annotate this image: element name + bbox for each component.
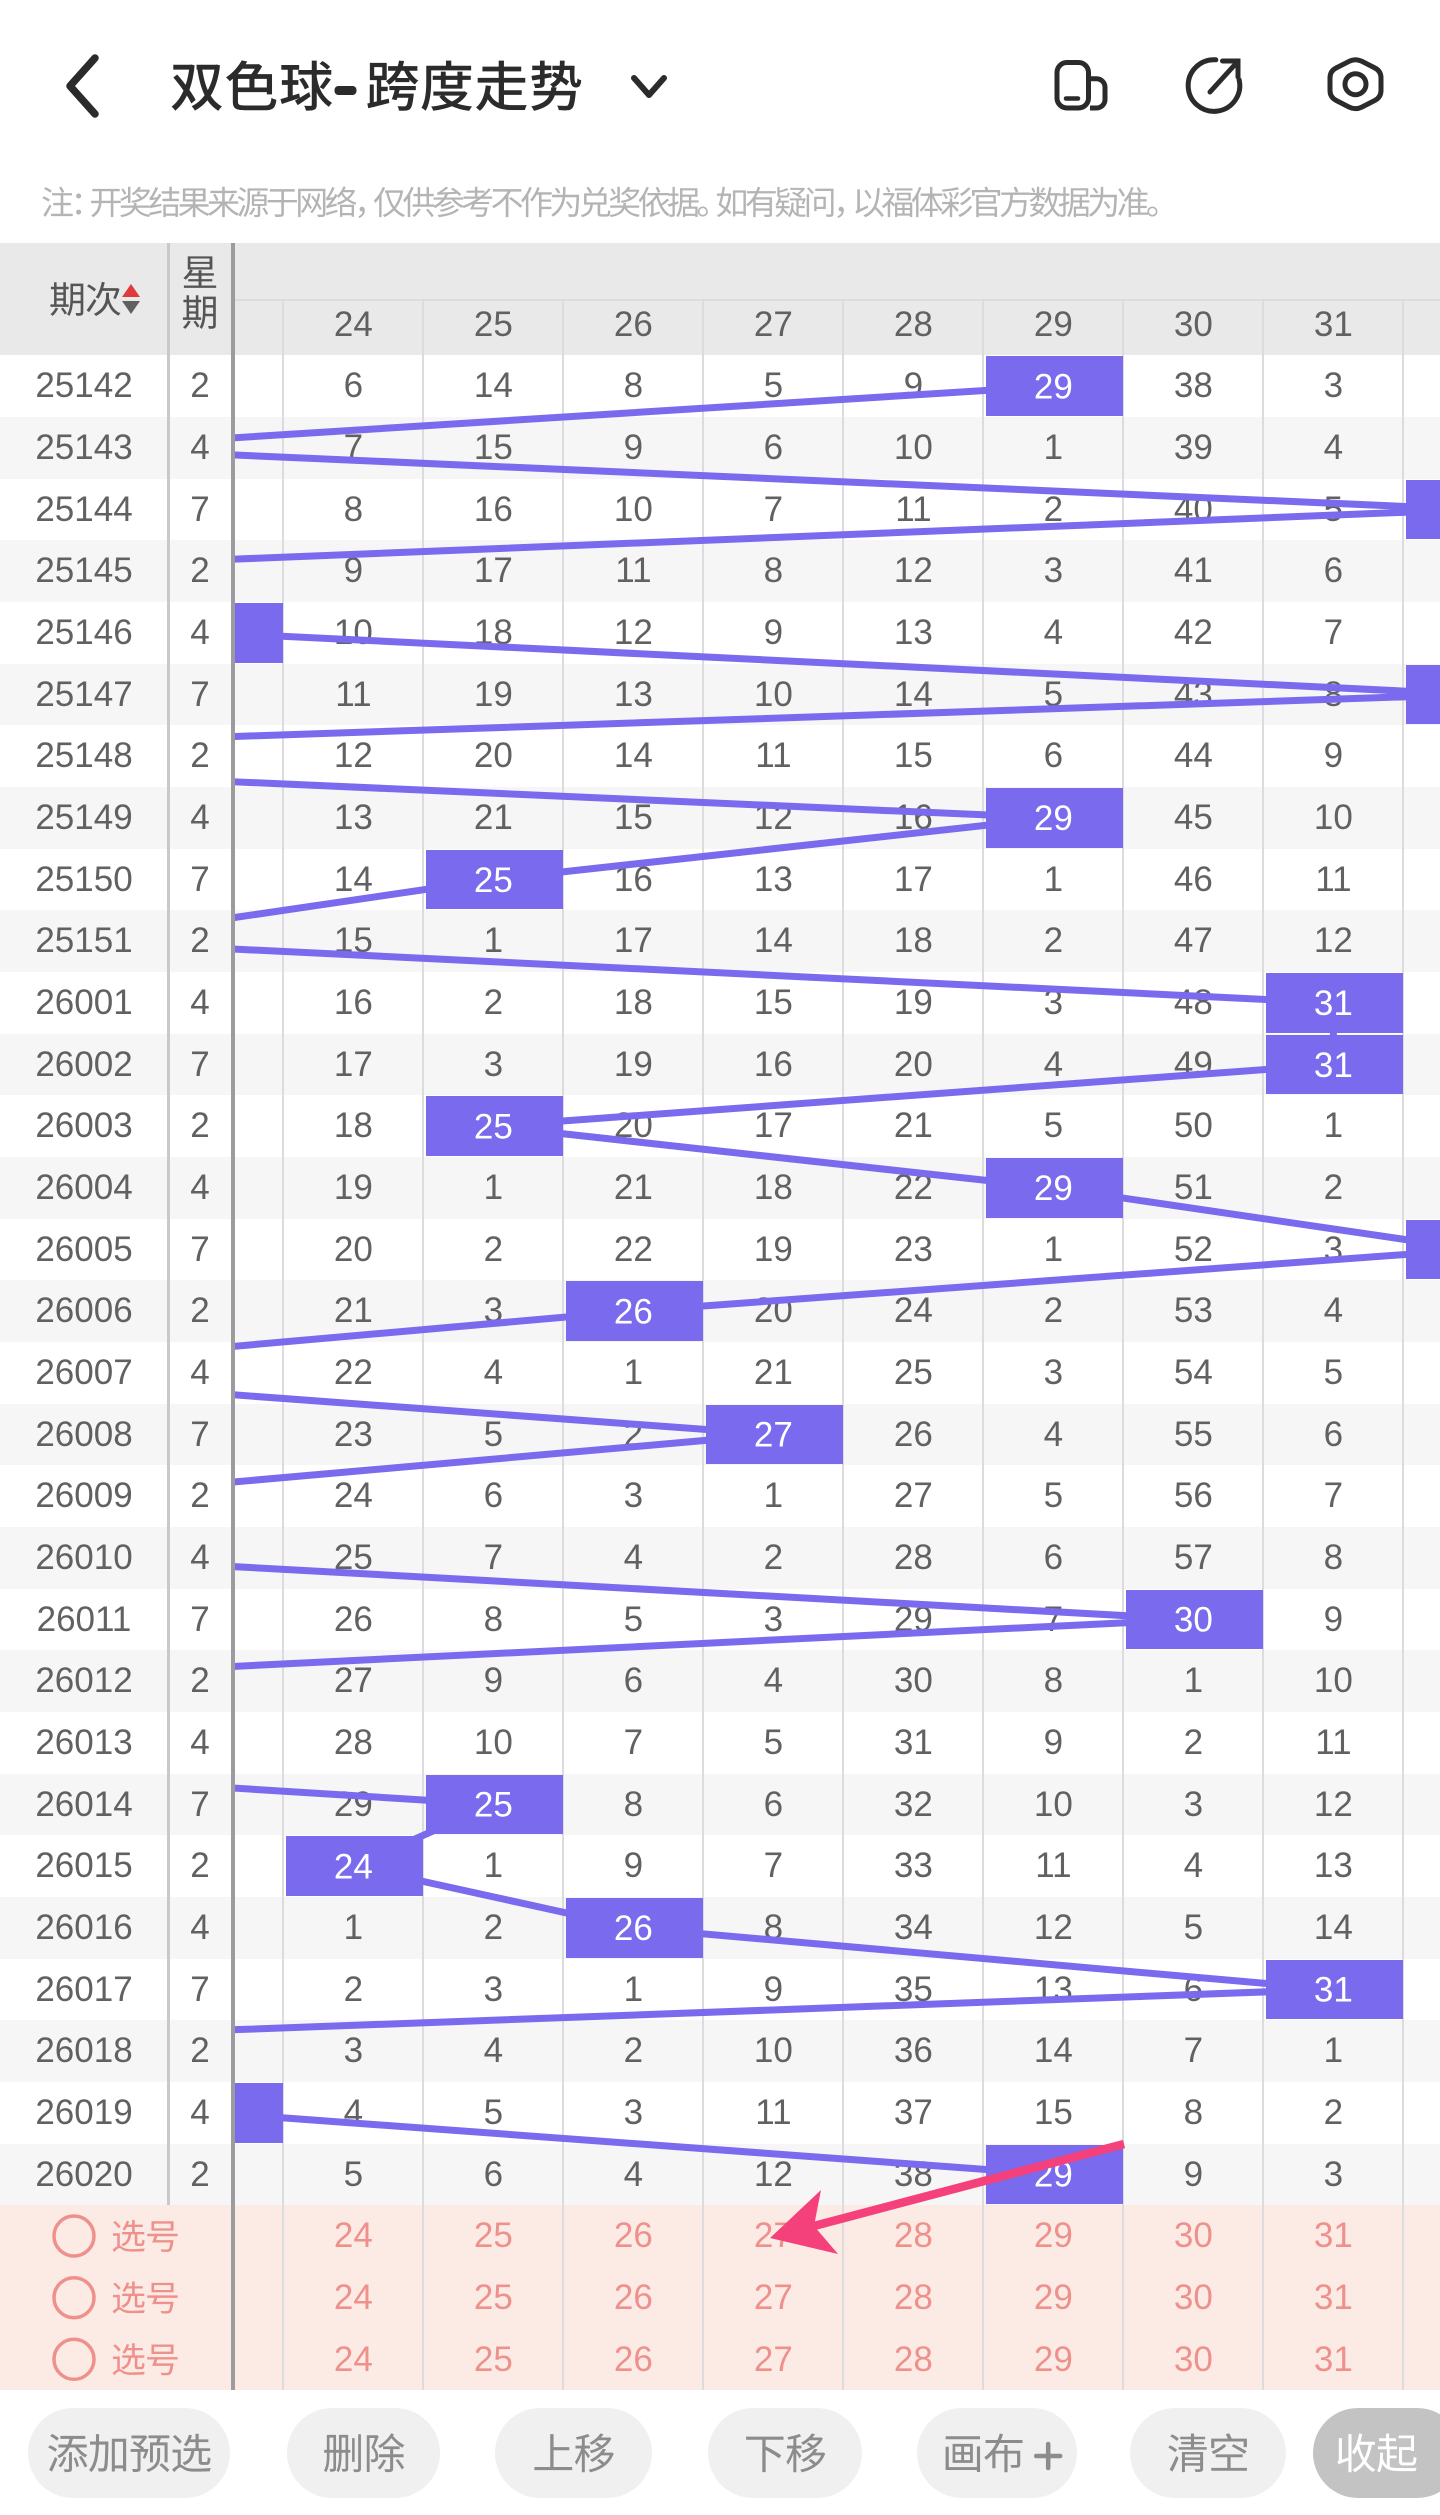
svg-text:26: 26 <box>614 1909 653 1948</box>
svg-text:25: 25 <box>474 1107 513 1146</box>
svg-text:27: 27 <box>754 1416 793 1455</box>
svg-text:30: 30 <box>1174 1601 1213 1640</box>
svg-text:25: 25 <box>474 1786 513 1825</box>
svg-text:24: 24 <box>334 1847 373 1886</box>
svg-text:29: 29 <box>1034 1169 1073 1208</box>
svg-text:26: 26 <box>614 1292 653 1331</box>
svg-text:25: 25 <box>474 861 513 900</box>
svg-text:29: 29 <box>1034 799 1073 838</box>
svg-text:29: 29 <box>1034 368 1073 407</box>
svg-text:31: 31 <box>1314 1046 1353 1085</box>
svg-text:31: 31 <box>1314 984 1353 1023</box>
svg-text:31: 31 <box>1314 1971 1353 2010</box>
